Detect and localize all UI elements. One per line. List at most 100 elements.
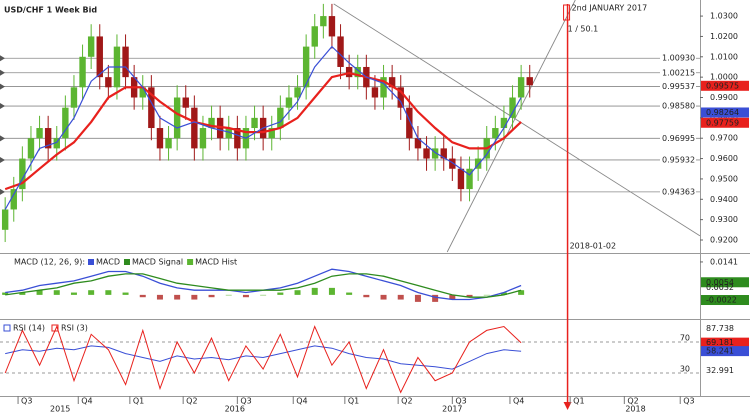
macd-hist-bar — [483, 294, 490, 296]
macd-hist-bar — [466, 294, 473, 298]
legend-swatch — [123, 259, 130, 265]
candle-body — [371, 87, 379, 98]
candle-body — [148, 87, 155, 129]
candle-body — [191, 107, 198, 149]
last-value-label: -0.0022 — [706, 296, 737, 305]
y-tick-label: 0.9900 — [710, 93, 738, 102]
last-value-label: 87.738 — [706, 324, 734, 333]
x-tick-label: Q3 — [21, 397, 32, 406]
candle-body — [122, 46, 129, 78]
y-tick-label: 0.9200 — [710, 235, 738, 244]
level-label: 0.96995 — [662, 134, 695, 143]
candle-body — [294, 87, 301, 98]
candle-body — [268, 128, 275, 139]
candle-body — [199, 128, 207, 149]
legend-swatch — [187, 259, 194, 265]
macd-hist-bar — [174, 294, 181, 300]
legend-label: RSI (14) — [13, 324, 45, 333]
candle-body — [500, 117, 508, 129]
macd-hist-bar — [36, 290, 43, 295]
legend-label: MACD Hist — [195, 258, 237, 267]
event-flag — [563, 4, 571, 21]
legend-label: MACD Signal — [132, 258, 183, 267]
moving-average — [4, 45, 522, 210]
macd-hist-bar — [277, 292, 284, 295]
level-arrow — [0, 156, 5, 163]
macd-hist-bar — [363, 294, 370, 298]
macd-hist-bar — [311, 287, 318, 295]
level-arrow — [0, 135, 5, 142]
candle-body — [449, 158, 456, 169]
candle-body — [139, 87, 146, 98]
last-value-label-box — [701, 107, 749, 118]
last-value-label: 0.0054 — [706, 278, 734, 287]
last-value-label: 32.991 — [706, 366, 734, 375]
candle-body — [27, 138, 35, 159]
macd-line — [5, 273, 522, 298]
candle-body — [10, 189, 17, 210]
macd-hist-bar — [191, 294, 198, 300]
level-label: 0.98580 — [662, 102, 695, 111]
x-tick-label: Q3 — [683, 397, 694, 406]
legend-label: MACD — [96, 258, 120, 267]
candle-body — [388, 77, 396, 88]
candle-body — [423, 148, 430, 159]
level-label: 1.00930 — [662, 54, 695, 63]
macd-hist-bar — [397, 294, 404, 300]
y-tick-label: 0.9300 — [710, 215, 738, 224]
level-label: 0.94363 — [662, 187, 695, 196]
candle-body — [457, 168, 465, 190]
trendline — [333, 3, 701, 237]
y-tick-label: 70 — [680, 334, 690, 343]
rsi-line — [4, 325, 522, 394]
y-tick-label: 0.9700 — [710, 134, 738, 143]
macd-hist-bar — [2, 292, 9, 295]
level-label-bg — [660, 133, 696, 144]
last-value-label: 0.97759 — [706, 118, 739, 127]
level-label-bg — [660, 67, 696, 78]
level-label: 0.99537 — [662, 82, 695, 91]
pane-title: MACD (12, 26, 9): — [14, 258, 85, 267]
candle-body — [354, 66, 361, 78]
candle-body — [96, 36, 103, 78]
candle-body — [208, 117, 215, 129]
candle-body — [70, 87, 78, 108]
macd-hist-bar — [208, 294, 215, 298]
year-label: 2015 — [50, 405, 70, 413]
event-label: 2018-01-02 — [570, 242, 617, 251]
candle-body — [414, 138, 422, 149]
level-arrow — [0, 188, 5, 195]
chart-title: USD/CHF 1 Week Bid — [4, 6, 97, 15]
macd-hist-bar — [19, 292, 26, 295]
candle-body — [320, 16, 327, 27]
x-tick-label: Q3 — [240, 397, 251, 406]
macd-hist-bar — [294, 290, 301, 295]
macd-hist-bar — [53, 290, 60, 295]
y-tick-label: 1.0100 — [710, 52, 738, 61]
event-note: 1 / 50.1 — [568, 25, 599, 34]
x-tick-label: Q2 — [627, 397, 638, 406]
moving-average — [4, 71, 522, 191]
macd-hist-bar — [105, 290, 112, 295]
y-tick-label: 30 — [680, 364, 690, 373]
y-tick-label: 0.0141 — [710, 257, 738, 266]
macd-hist-bar — [346, 292, 353, 295]
candle-body — [165, 138, 172, 149]
year-label: 2018 — [625, 405, 645, 413]
last-value-label-box — [701, 346, 749, 357]
candle-body — [1, 209, 9, 230]
candle-body — [285, 97, 293, 108]
y-tick-label: 1.0300 — [710, 12, 738, 21]
macd-hist-bar — [328, 287, 335, 295]
macd-hist-bar — [449, 294, 456, 300]
candle-body — [440, 148, 447, 159]
x-tick-label: Q1 — [348, 397, 359, 406]
x-tick-label: Q2 — [186, 397, 197, 406]
y-tick-label: 1.0000 — [710, 73, 738, 82]
macd-hist-bar — [380, 294, 387, 300]
candle-body — [225, 128, 232, 139]
candle-body — [526, 77, 533, 86]
last-value-label: 58.241 — [706, 347, 734, 356]
